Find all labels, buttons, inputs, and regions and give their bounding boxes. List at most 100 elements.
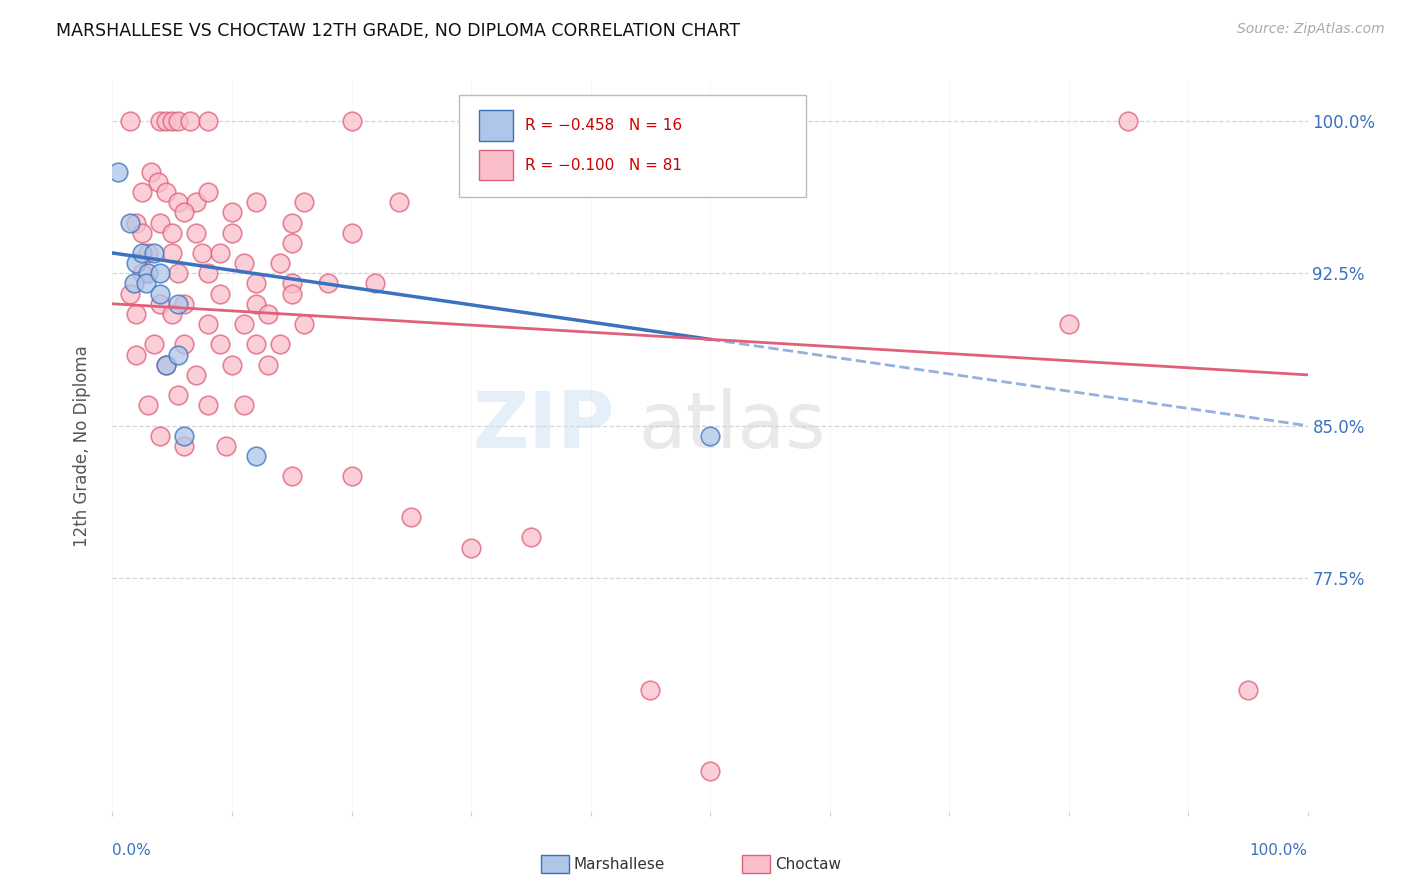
- Point: [162, 246, 183, 260]
- Point: [149, 297, 172, 311]
- Point: [316, 277, 339, 291]
- Point: [281, 235, 304, 250]
- Point: [245, 195, 267, 210]
- Point: [162, 226, 183, 240]
- Point: [167, 297, 190, 311]
- Text: Marshallese: Marshallese: [574, 857, 665, 871]
- Point: [1057, 317, 1080, 331]
- Point: [221, 205, 243, 219]
- Point: [125, 256, 148, 270]
- Point: [520, 530, 543, 544]
- Point: [197, 185, 219, 199]
- Point: [120, 286, 142, 301]
- Point: [191, 246, 214, 260]
- Point: [143, 246, 166, 260]
- Point: [162, 114, 183, 128]
- Point: [245, 277, 267, 291]
- Point: [186, 195, 208, 210]
- Point: [281, 469, 304, 483]
- Point: [149, 266, 172, 280]
- Point: [173, 337, 195, 351]
- Point: [125, 348, 148, 362]
- Text: 0.0%: 0.0%: [112, 843, 152, 858]
- Point: [167, 114, 190, 128]
- Point: [139, 165, 162, 179]
- Point: [208, 286, 231, 301]
- Point: [269, 256, 291, 270]
- Bar: [479, 150, 513, 180]
- Point: [208, 337, 231, 351]
- Point: [281, 277, 304, 291]
- Point: [107, 165, 129, 179]
- Point: [125, 215, 148, 229]
- Point: [340, 114, 363, 128]
- Point: [197, 114, 219, 128]
- Point: [149, 215, 172, 229]
- Point: [167, 348, 190, 362]
- Point: [167, 388, 190, 402]
- Point: [638, 682, 662, 697]
- Point: [245, 449, 267, 463]
- Point: [197, 266, 219, 280]
- Point: [149, 429, 172, 443]
- Point: [131, 226, 153, 240]
- Point: [292, 195, 315, 210]
- Point: [125, 307, 148, 321]
- Point: [173, 205, 195, 219]
- Point: [146, 175, 169, 189]
- Text: 100.0%: 100.0%: [1250, 843, 1308, 858]
- Point: [340, 469, 363, 483]
- Point: [173, 297, 195, 311]
- Point: [162, 307, 183, 321]
- Point: [149, 286, 172, 301]
- Text: atlas: atlas: [638, 388, 825, 464]
- Point: [173, 439, 195, 453]
- Point: [155, 185, 177, 199]
- Point: [699, 429, 721, 443]
- Point: [167, 195, 190, 210]
- Point: [256, 307, 278, 321]
- Point: [138, 266, 160, 280]
- Point: [155, 358, 177, 372]
- Point: [143, 337, 166, 351]
- Point: [699, 764, 721, 778]
- Point: [340, 226, 363, 240]
- Point: [197, 398, 219, 412]
- Point: [232, 317, 256, 331]
- Text: R = −0.100   N = 81: R = −0.100 N = 81: [524, 158, 682, 173]
- Point: [197, 317, 219, 331]
- Point: [179, 114, 201, 128]
- Point: [256, 358, 278, 372]
- Y-axis label: 12th Grade, No Diploma: 12th Grade, No Diploma: [73, 345, 91, 547]
- Point: [131, 266, 153, 280]
- Point: [221, 358, 243, 372]
- Point: [232, 398, 256, 412]
- Bar: [479, 111, 513, 141]
- Point: [364, 277, 387, 291]
- Point: [245, 337, 267, 351]
- FancyBboxPatch shape: [458, 95, 806, 197]
- Point: [131, 185, 153, 199]
- Text: Choctaw: Choctaw: [775, 857, 841, 871]
- Point: [292, 317, 315, 331]
- Point: [120, 114, 142, 128]
- Point: [245, 297, 267, 311]
- Text: Source: ZipAtlas.com: Source: ZipAtlas.com: [1237, 22, 1385, 37]
- Point: [401, 510, 423, 524]
- Point: [215, 439, 238, 453]
- Point: [281, 286, 304, 301]
- Point: [388, 195, 411, 210]
- Point: [173, 429, 195, 443]
- Point: [232, 256, 256, 270]
- Point: [149, 114, 172, 128]
- Point: [138, 246, 160, 260]
- Point: [167, 266, 190, 280]
- Point: [120, 215, 142, 229]
- Point: [135, 277, 157, 291]
- Point: [122, 277, 145, 291]
- Point: [269, 337, 291, 351]
- Point: [186, 368, 208, 382]
- Point: [208, 246, 231, 260]
- Text: R = −0.458   N = 16: R = −0.458 N = 16: [524, 118, 682, 133]
- Text: ZIP: ZIP: [472, 388, 614, 464]
